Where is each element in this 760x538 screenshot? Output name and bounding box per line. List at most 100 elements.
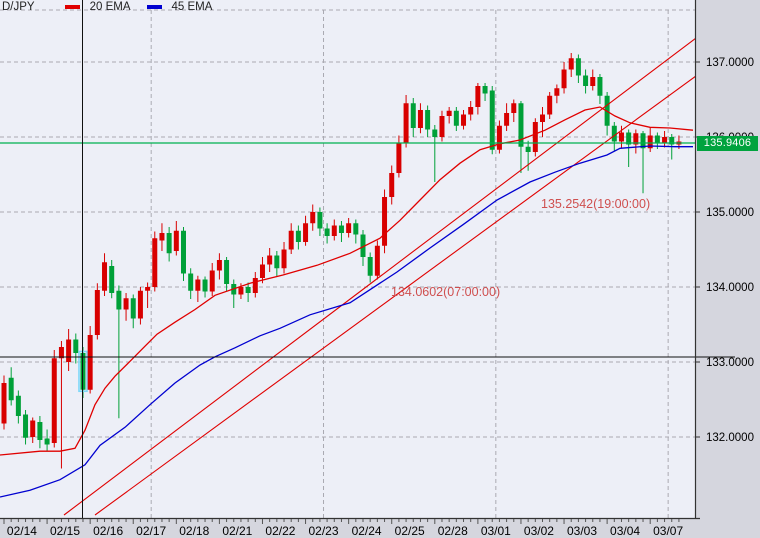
candle-body bbox=[137, 290, 143, 319]
candle-body bbox=[633, 133, 639, 145]
candle-body bbox=[281, 249, 287, 269]
x-axis-label: 02/21 bbox=[222, 524, 252, 538]
plot-background bbox=[0, 0, 695, 519]
candle-body bbox=[504, 113, 510, 126]
candle-body bbox=[532, 122, 538, 152]
candle-body bbox=[575, 58, 581, 76]
candle-body bbox=[396, 143, 402, 173]
y-axis-label: 135.0000 bbox=[706, 207, 754, 219]
x-axis-label: 02/25 bbox=[395, 524, 425, 538]
candle-body bbox=[87, 335, 93, 390]
candle-body bbox=[410, 103, 416, 128]
candle-body bbox=[482, 86, 488, 94]
x-axis-label: 02/23 bbox=[308, 524, 338, 538]
candle-body bbox=[1, 383, 7, 424]
candle-body bbox=[432, 129, 438, 137]
x-axis-label: 02/17 bbox=[136, 524, 166, 538]
candle-body bbox=[51, 358, 57, 443]
candle-body bbox=[367, 257, 373, 276]
candle-body bbox=[94, 290, 100, 335]
candle-body bbox=[662, 137, 668, 143]
x-axis-label: 03/04 bbox=[610, 524, 640, 538]
y-axis-label: 134.0000 bbox=[706, 282, 754, 294]
candle-body bbox=[216, 260, 222, 271]
candle-body bbox=[461, 114, 467, 126]
candle-body bbox=[489, 90, 495, 150]
candle-body bbox=[626, 132, 632, 145]
candle-body bbox=[145, 287, 151, 291]
candle-body bbox=[547, 95, 553, 115]
candle-body bbox=[468, 107, 474, 115]
ema45-line bbox=[0, 145, 693, 498]
candle-body bbox=[475, 86, 481, 107]
annotation-label: 135.2542(19:00:00) bbox=[541, 197, 650, 211]
candle-body bbox=[102, 262, 108, 291]
candle-body bbox=[66, 339, 72, 362]
candle-body bbox=[188, 273, 194, 291]
candle-body bbox=[23, 414, 29, 438]
candle-body bbox=[58, 347, 64, 359]
candle-body bbox=[360, 234, 366, 257]
candle-body bbox=[525, 146, 531, 152]
candle-body bbox=[647, 135, 653, 149]
x-axis-label: 02/28 bbox=[438, 524, 468, 538]
candle-body bbox=[295, 230, 301, 242]
candle-body bbox=[568, 58, 574, 70]
plot-contents: 135.2542(19:00:00) 134.0602(07:00:00) bbox=[0, 9, 695, 518]
candle-body bbox=[288, 230, 294, 250]
candle-body bbox=[44, 438, 50, 445]
candle-body bbox=[439, 116, 445, 137]
symbol-label: D/JPY bbox=[2, 0, 35, 13]
candle-body bbox=[259, 264, 265, 278]
candle-body bbox=[374, 245, 380, 276]
candle-body bbox=[303, 223, 309, 242]
candle-body bbox=[195, 279, 201, 291]
ema45-label: 45 EMA bbox=[171, 0, 213, 13]
candle-body bbox=[15, 395, 21, 416]
current-price-badge: 135.9406 bbox=[697, 136, 758, 151]
candle-body bbox=[618, 132, 624, 142]
y-axis-label: 132.0000 bbox=[706, 432, 754, 444]
candle-body bbox=[173, 230, 179, 251]
candle-body bbox=[353, 223, 359, 235]
candle-body bbox=[561, 69, 567, 89]
candle-body bbox=[209, 270, 215, 292]
x-axis-label: 02/22 bbox=[265, 524, 295, 538]
candle-body bbox=[346, 223, 352, 233]
x-axis-label: 03/07 bbox=[653, 524, 683, 538]
ema20-swatch-icon bbox=[64, 4, 80, 9]
candle-body bbox=[109, 266, 115, 293]
candle-body bbox=[338, 225, 344, 233]
trend-line bbox=[94, 75, 695, 516]
candle-body bbox=[202, 279, 208, 292]
ema45-swatch-icon bbox=[146, 4, 162, 9]
candle-body bbox=[245, 287, 251, 293]
candle-body bbox=[425, 110, 431, 130]
candle-body bbox=[654, 135, 660, 143]
candle-body bbox=[116, 290, 122, 310]
candle-body bbox=[446, 110, 452, 116]
x-axis-label: 02/24 bbox=[352, 524, 382, 538]
candle-body bbox=[583, 75, 589, 86]
y-axis-label: 137.0000 bbox=[706, 57, 754, 69]
ema20-label: 20 EMA bbox=[89, 0, 131, 13]
candles bbox=[1, 53, 682, 469]
candle-body bbox=[152, 238, 158, 287]
candle-body bbox=[611, 125, 617, 142]
candle-body bbox=[496, 125, 502, 150]
candle-body bbox=[453, 110, 459, 126]
candle-body bbox=[640, 133, 646, 149]
candle-body bbox=[30, 420, 36, 437]
candle-body bbox=[8, 377, 14, 401]
x-axis-label: 02/18 bbox=[179, 524, 209, 538]
candle-body bbox=[417, 110, 423, 128]
candle-body bbox=[181, 230, 186, 274]
ema20-line bbox=[0, 106, 694, 456]
candle-body bbox=[274, 255, 280, 269]
candle-body bbox=[331, 225, 337, 236]
x-axis-label: 03/03 bbox=[567, 524, 597, 538]
candle-body bbox=[310, 212, 316, 224]
candle-body bbox=[252, 278, 258, 293]
